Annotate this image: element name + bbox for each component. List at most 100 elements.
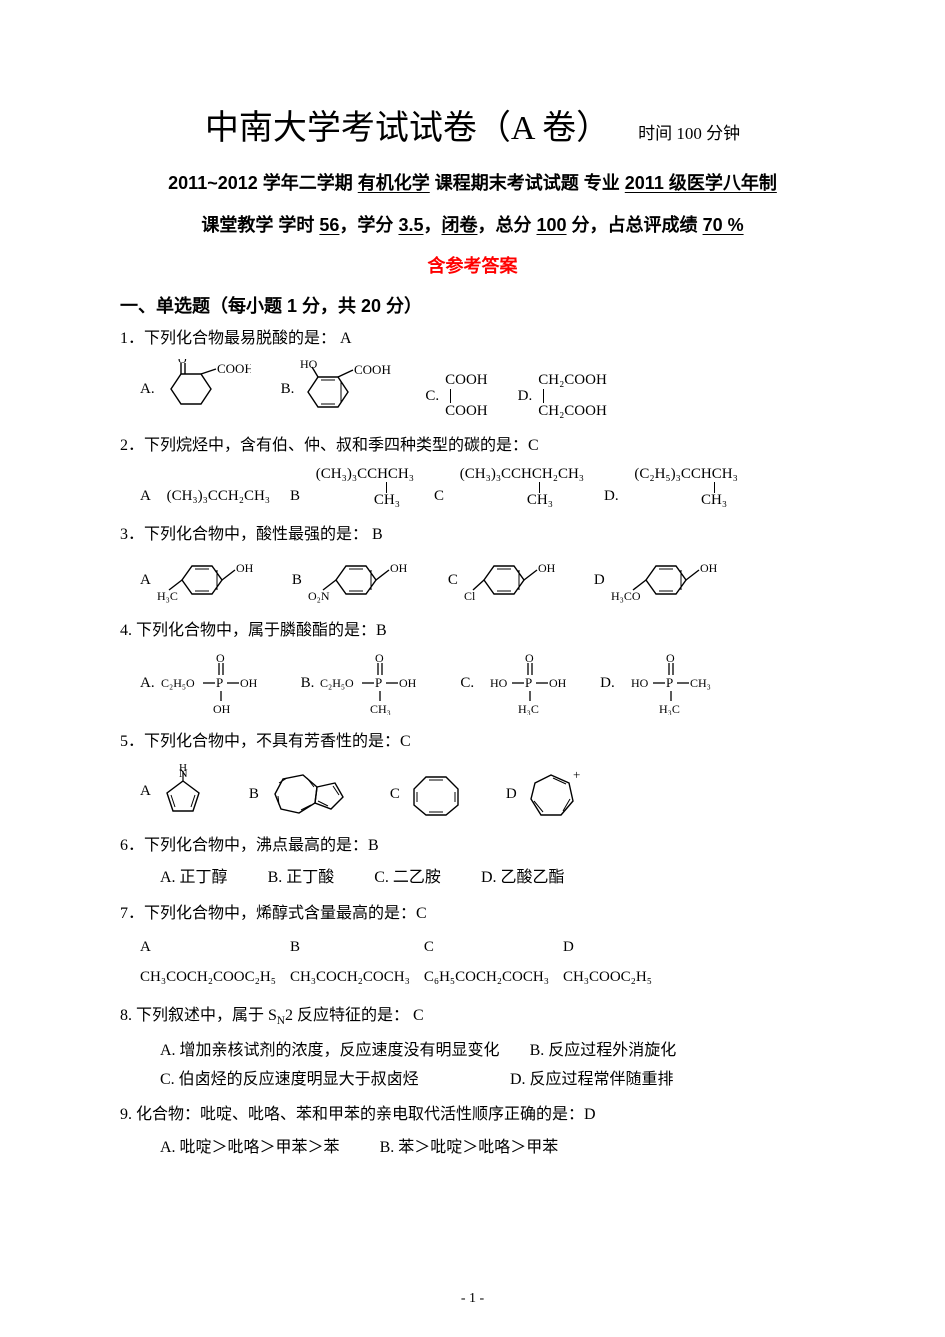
tropylium-icon: + [523,769,583,819]
svg-text:CH₃: CH₃ [690,676,711,690]
hours: 56 [319,215,339,235]
q3-options: A OH H₃C B OH O₂N C OH Cl [140,556,825,604]
q9-b: B. 苯＞吡啶＞吡咯＞甲苯 [380,1134,559,1163]
q1-c-bot: COOH [445,403,488,420]
q4-d-lab: D. [600,671,615,695]
q1-opt-b: B. HO COOH [281,359,396,419]
svg-text:P: P [375,675,382,690]
q7-c-lab: C [424,935,434,959]
q3-stem: 3．下列化合物中，酸性最强的是： B [120,522,825,548]
q1-opt-a: A. O COOH [140,359,251,419]
svg-text:H: H [179,763,187,774]
question-8: 8. 下列叙述中，属于 SN2 反应特征的是： C A. 增加亲核试剂的浓度，反… [120,1003,825,1095]
phosphinic-acid-icon: P O HO CH₃ H₃C [621,651,721,715]
q9-a: A. 吡啶＞吡咯＞甲苯＞苯 [160,1134,340,1163]
question-3: 3．下列化合物中，酸性最强的是： B A OH H₃C B OH O₂N C [120,522,825,604]
cyclohexanone-cooh-icon: O COOH [161,359,251,419]
q1-c-label: C. [425,384,439,408]
q3-opt-a: A OH H₃C [140,556,262,604]
q2-d-top: (C₂H₅)₃CCHCH₃ [634,467,737,482]
subtitle-line-1: 2011~2012 学年二学期 有机化学 课程期末考试试题 专业 2011 级医… [120,167,825,199]
q2-opt-b: B (CH₃)₃CCHCH₃ CH₃ [290,467,414,508]
credits: 3.5 [398,215,423,235]
svg-text:O: O [375,651,384,665]
subtitle-prefix: 2011~2012 学年二学期 [168,173,358,193]
q7-b-txt: CH₃COCH₂COCH₃ [290,965,410,989]
svg-text:P: P [666,675,673,690]
svg-text:OH: OH [399,676,417,690]
svg-text:COOH: COOH [217,361,251,376]
q2-a-txt: (CH₃)₃CCH₂CH₃ [167,484,270,508]
question-7: 7．下列化合物中，烯醇式含量最高的是：C A CH₃COCH₂COOC₂H₅ B… [120,901,825,989]
svg-text:O: O [178,359,187,366]
subtitle-line-2: 课堂教学 学时 56，学分 3.5，闭卷，总分 100 分，占总评成绩 70 % [120,209,825,241]
svg-text:C₂H₅O: C₂H₅O [320,676,354,690]
q2-opt-d: D. (C₂H₅)₃CCHCH₃ CH₃ [604,467,738,508]
svg-text:HO: HO [490,676,508,690]
sub2-e: 分，占总评成绩 [567,215,703,235]
total: 100 [537,215,567,235]
course-name: 有机化学 [358,173,430,193]
q4-opt-c: C. P O HO OH H₃C [460,651,580,715]
q1-d-label: D. [518,384,533,408]
q9-stem: 9. 化合物：吡啶、吡咯、苯和甲苯的亲电取代活性顺序正确的是：D [120,1102,825,1128]
phosphonate-ester-icon: P O C₂H₅O OH CH₃ [320,651,440,715]
q5-a-lab: A [140,779,151,803]
svg-text:O: O [216,651,225,665]
salicylic-acid-icon: HO COOH [300,359,395,419]
q2-c-top: (CH₃)₃CCHCH₂CH₃ [460,467,584,482]
svg-text:O: O [525,651,534,665]
question-5: 5．下列化合物中，不具有芳香性的是：C A N H B C [120,729,825,819]
svg-text:OH: OH [538,561,556,575]
q5-options: A N H B C D [140,763,825,819]
cyclooctatetraene-icon [406,769,466,819]
svg-text:COOH: COOH [354,362,391,377]
q1-d-bot: CH₂COOH [538,403,607,420]
q3-opt-c: C OH Cl [448,556,564,604]
p-cresol-icon: OH H₃C [157,556,262,604]
q1-options: A. O COOH B. HO COOH C. COOH [140,359,825,419]
p-nitrophenol-icon: OH O₂N [308,556,418,604]
q5-stem: 5．下列化合物中，不具有芳香性的是：C [120,729,825,755]
q5-opt-c: C [390,769,466,819]
q4-opt-d: D. P O HO CH₃ H₃C [600,651,721,715]
q4-a-lab: A. [140,671,155,695]
q7-d-txt: CH₃COOC₂H₅ [563,965,652,989]
q1-stem: 1．下列化合物最易脱酸的是： A [120,326,825,352]
q7-b-lab: B [290,935,300,959]
svg-text:P: P [525,675,532,690]
svg-text:HO: HO [631,676,649,690]
subtitle-mid: 课程期末考试试题 专业 [430,173,625,193]
svg-text:OH: OH [390,561,408,575]
q4-c-lab: C. [460,671,474,695]
sub2-b: ，学分 [339,215,398,235]
q9-row1: A. 吡啶＞吡咯＞甲苯＞苯 B. 苯＞吡啶＞吡咯＞甲苯 [160,1134,825,1163]
svg-text:OH: OH [236,561,254,575]
svg-text:H₃C: H₃C [659,702,680,715]
major-name: 2011 级医学八年制 [625,173,777,193]
q6-b: B. 正丁酸 [268,864,335,893]
q3-c-lab: C [448,568,458,592]
q2-d-structure: (C₂H₅)₃CCHCH₃ CH₃ [634,467,737,508]
sub2-c: ， [423,215,441,235]
q8-c: C. 伯卤烃的反应速度明显大于叔卤烃 [160,1066,480,1095]
svg-text:H₃C: H₃C [518,702,539,715]
q5-d-lab: D [506,782,517,806]
q1-b-label: B. [281,377,295,401]
q8-a: A. 增加亲核试剂的浓度，反应速度没有明显变化 [160,1037,500,1066]
svg-text:OH: OH [213,702,231,715]
q2-opt-a: A (CH₃)₃CCH₂CH₃ [140,484,270,508]
q1-d-structure: CH₂COOH CH₂COOH [538,372,607,419]
q2-b-structure: (CH₃)₃CCHCH₃ CH₃ [316,467,414,508]
q5-opt-b: B [249,769,350,819]
q6-d: D. 乙酸乙酯 [481,864,565,893]
azulene-icon [265,769,350,819]
q2-options: A (CH₃)₃CCH₂CH₃ B (CH₃)₃CCHCH₃ CH₃ C (CH… [140,467,825,508]
q7-d-lab: D [563,935,574,959]
q7-stem: 7．下列化合物中，烯醇式含量最高的是：C [120,901,825,927]
q8-d: D. 反应过程常伴随重排 [510,1066,674,1095]
q6-stem: 6．下列化合物中，沸点最高的是：B [120,833,825,859]
q5-b-lab: B [249,782,259,806]
svg-text:Cl: Cl [464,589,476,603]
q2-a-lab: A [140,484,151,508]
